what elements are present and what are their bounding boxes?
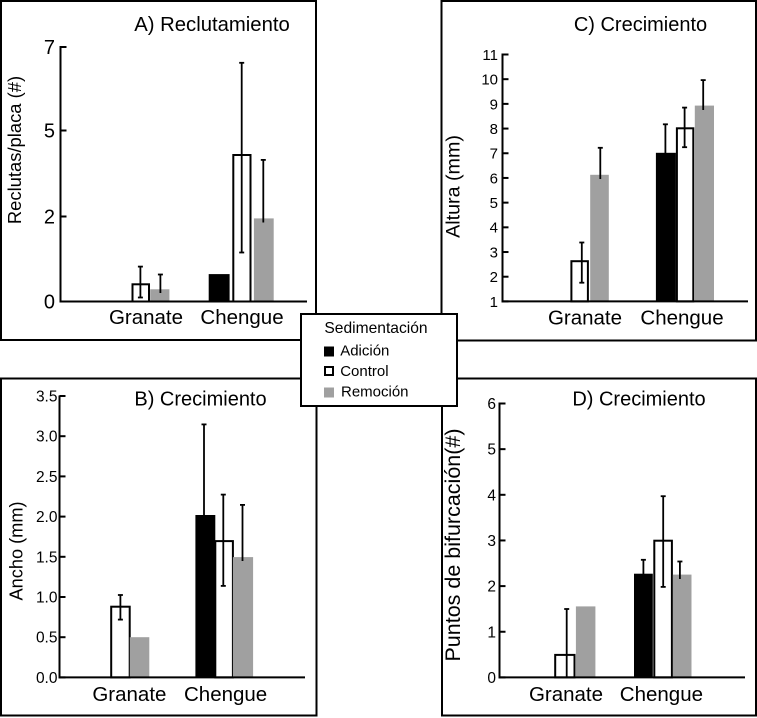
svg-text:3.0: 3.0 xyxy=(36,429,58,446)
svg-text:Granate: Granate xyxy=(92,683,166,706)
svg-text:5: 5 xyxy=(490,195,498,212)
svg-text:Ancho (mm): Ancho (mm) xyxy=(7,501,27,600)
svg-text:11: 11 xyxy=(482,47,498,64)
svg-text:B) Crecimiento: B) Crecimiento xyxy=(134,389,266,411)
svg-text:Chengue: Chengue xyxy=(184,683,267,706)
svg-text:C) Crecimiento: C) Crecimiento xyxy=(574,14,707,36)
svg-text:D) Crecimiento: D) Crecimiento xyxy=(572,389,705,411)
svg-text:1: 1 xyxy=(487,624,496,641)
svg-text:6: 6 xyxy=(487,396,496,413)
svg-text:3: 3 xyxy=(490,244,498,261)
svg-text:10: 10 xyxy=(481,72,498,89)
svg-text:6: 6 xyxy=(490,170,498,187)
svg-text:4: 4 xyxy=(490,220,498,237)
svg-text:2.0: 2.0 xyxy=(36,509,58,526)
svg-text:Chengue: Chengue xyxy=(640,307,723,330)
svg-text:2.5: 2.5 xyxy=(36,469,58,486)
svg-text:Granate: Granate xyxy=(548,307,622,330)
svg-text:Altura (mm): Altura (mm) xyxy=(443,135,465,238)
svg-text:Chengue: Chengue xyxy=(620,683,703,706)
svg-text:2: 2 xyxy=(487,579,496,596)
svg-text:0.5: 0.5 xyxy=(36,630,58,647)
svg-text:9: 9 xyxy=(490,96,498,113)
svg-text:0.0: 0.0 xyxy=(36,670,58,687)
svg-text:7: 7 xyxy=(44,37,55,59)
svg-text:Chengue: Chengue xyxy=(200,306,283,329)
svg-text:Granate: Granate xyxy=(529,683,603,706)
svg-text:2: 2 xyxy=(490,269,498,286)
svg-text:0: 0 xyxy=(487,670,496,687)
svg-text:4: 4 xyxy=(487,487,496,504)
svg-text:Granate: Granate xyxy=(109,306,183,329)
svg-text:Remoción: Remoción xyxy=(341,384,409,401)
svg-text:3.5: 3.5 xyxy=(36,389,58,406)
svg-text:Sedimentación: Sedimentación xyxy=(324,320,427,337)
svg-text:7: 7 xyxy=(490,146,498,163)
svg-text:1.0: 1.0 xyxy=(36,590,58,607)
svg-text:Puntos de bifurcación(#): Puntos de bifurcación(#) xyxy=(441,428,465,661)
svg-text:5: 5 xyxy=(487,442,496,459)
svg-text:2: 2 xyxy=(44,207,55,229)
svg-text:1: 1 xyxy=(490,294,498,311)
svg-text:A) Reclutamiento: A) Reclutamiento xyxy=(134,14,290,36)
svg-text:8: 8 xyxy=(490,121,498,138)
svg-text:3: 3 xyxy=(487,533,496,550)
svg-text:Adición: Adición xyxy=(340,343,389,360)
svg-text:Reclutas/placa (#): Reclutas/placa (#) xyxy=(4,76,25,224)
svg-text:Control: Control xyxy=(340,363,388,380)
svg-text:0: 0 xyxy=(44,292,55,314)
svg-text:1.5: 1.5 xyxy=(36,549,58,566)
svg-text:5: 5 xyxy=(44,121,55,143)
